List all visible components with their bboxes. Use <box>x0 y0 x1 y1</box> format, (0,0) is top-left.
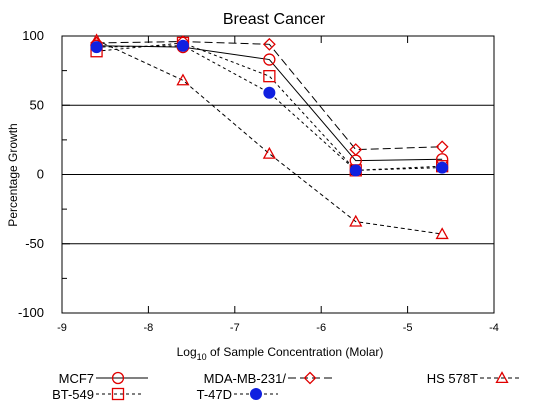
legend-label-bt-549: BT-549 <box>52 387 94 402</box>
x-tick-label: -4 <box>489 322 499 334</box>
data-point-mda-mb-231 <box>349 143 363 156</box>
series-line-mda-mb-231 <box>96 41 443 151</box>
y-tick-label: 100 <box>22 28 44 43</box>
data-point-t-47d <box>436 161 449 174</box>
x-tick-label: -5 <box>403 322 413 334</box>
legend: MCF7 MDA-MB-231/HS 578T BT-549 T-47D <box>52 371 522 402</box>
data-point-hs-578t <box>349 214 363 227</box>
x-tick-label: -9 <box>57 322 67 334</box>
chart-title: Breast Cancer <box>223 11 326 28</box>
x-tick-label: -7 <box>230 322 240 334</box>
data-point-t-47d <box>263 86 276 99</box>
x-tick-label: -8 <box>144 322 154 334</box>
series-line-hs-578t <box>96 39 443 235</box>
legend-marker-mda-mb-231 <box>303 371 317 385</box>
x-axis-label: Log10 of Sample Concentration (Molar) <box>177 345 384 362</box>
legend-label-hs-578t: HS 578T <box>427 371 478 386</box>
legend-label-mcf7: MCF7 <box>59 371 94 386</box>
legend-marker-t-47d <box>250 388 262 400</box>
y-tick-label: 0 <box>37 167 44 182</box>
y-tick-label: -100 <box>18 305 44 320</box>
data-point-mcf7 <box>263 53 276 66</box>
y-tick-label: 50 <box>30 97 44 112</box>
series-line-mcf7 <box>96 45 443 162</box>
legend-marker-mcf7 <box>111 371 125 385</box>
data-point-t-47d <box>349 164 362 177</box>
legend-label-mda-mb-231: MDA-MB-231/ <box>204 371 287 386</box>
legend-marker-hs-578t <box>495 371 509 384</box>
data-point-t-47d <box>176 39 189 52</box>
data-point-t-47d <box>90 41 103 54</box>
data-point-hs-578t <box>435 227 449 240</box>
data-point-hs-578t <box>176 73 190 86</box>
y-tick-label: -50 <box>25 236 44 251</box>
x-axis-label-prefix: Log <box>177 345 197 359</box>
data-point-mda-mb-231 <box>435 140 449 154</box>
x-axis-label-subscript: 10 <box>197 352 207 362</box>
series-line-bt-549 <box>96 42 443 171</box>
data-point-mda-mb-231 <box>262 37 276 51</box>
x-axis-label-suffix: of Sample Concentration (Molar) <box>207 345 384 359</box>
legend-marker-bt-549 <box>111 387 125 401</box>
plot-area: -100 -50 0 50 100 -9 -8 -7 -6 -5 -4 <box>18 28 499 334</box>
y-axis-label: Percentage Growth <box>6 123 20 226</box>
legend-label-t-47d: T-47D <box>197 387 232 402</box>
data-point-hs-578t <box>262 146 276 159</box>
x-tick-label: -6 <box>316 322 326 334</box>
data-point-bt-549 <box>263 70 276 83</box>
